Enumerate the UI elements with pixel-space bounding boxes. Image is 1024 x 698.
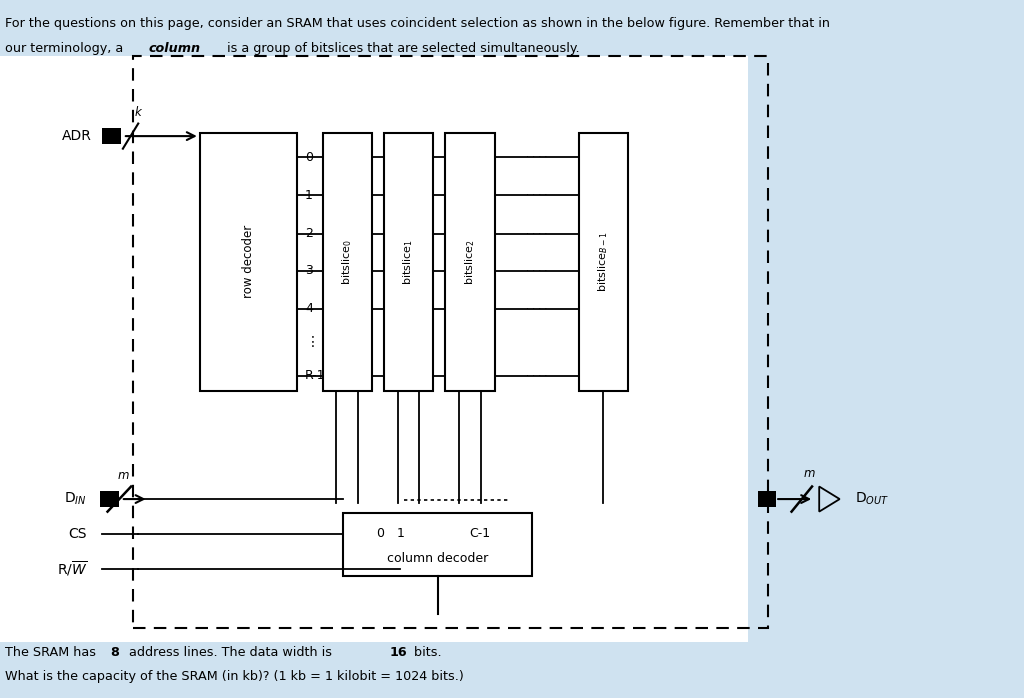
Text: · · · ·: · · · · — [526, 304, 547, 313]
Text: ADR: ADR — [62, 129, 92, 143]
Text: CS: CS — [69, 527, 87, 541]
Text: our terminology, a: our terminology, a — [5, 42, 127, 55]
Bar — [133, 56, 768, 628]
Text: column decoder: column decoder — [387, 551, 488, 565]
Text: 0   1: 0 1 — [377, 526, 406, 540]
Text: 3: 3 — [305, 265, 313, 277]
Text: bitslice$_1$: bitslice$_1$ — [401, 239, 416, 285]
Bar — [343, 513, 532, 576]
Text: 16: 16 — [389, 646, 407, 659]
Bar — [384, 133, 433, 391]
Bar — [323, 133, 372, 391]
Text: 0: 0 — [305, 151, 313, 163]
Text: · · · ·: · · · · — [526, 266, 547, 276]
Text: The SRAM has: The SRAM has — [5, 646, 100, 659]
Text: D$_{IN}$: D$_{IN}$ — [65, 491, 87, 507]
Text: k: k — [135, 105, 141, 119]
Text: R/$\overline{W}$: R/$\overline{W}$ — [56, 560, 87, 578]
Text: ⋮: ⋮ — [305, 335, 319, 349]
Text: column: column — [148, 42, 201, 55]
Text: bits.: bits. — [410, 646, 441, 659]
Text: bitslice$_0$: bitslice$_0$ — [340, 239, 354, 285]
Bar — [102, 128, 121, 144]
Bar — [100, 491, 119, 507]
Text: 1: 1 — [305, 189, 313, 202]
Text: bitslice$_{B-1}$: bitslice$_{B-1}$ — [596, 232, 610, 292]
Text: row decoder: row decoder — [242, 225, 255, 298]
Text: 2: 2 — [305, 228, 313, 240]
Text: · · · ·: · · · · — [526, 191, 547, 200]
Text: · · · ·: · · · · — [526, 371, 547, 380]
Text: What is the capacity of the SRAM (in kb)? (1 kb = 1 kilobit = 1024 bits.): What is the capacity of the SRAM (in kb)… — [5, 670, 464, 683]
Bar — [0, 56, 748, 642]
Text: address lines. The data width is: address lines. The data width is — [125, 646, 336, 659]
Text: 8: 8 — [111, 646, 120, 659]
Bar — [758, 491, 776, 507]
Text: For the questions on this page, consider an SRAM that uses coincident selection : For the questions on this page, consider… — [5, 17, 830, 31]
Text: · · · ·: · · · · — [526, 152, 547, 162]
Bar — [445, 133, 495, 391]
Bar — [579, 133, 628, 391]
Text: m: m — [117, 468, 129, 482]
Text: 4: 4 — [305, 302, 313, 315]
Text: is a group of bitslices that are selected simultaneously.: is a group of bitslices that are selecte… — [223, 42, 580, 55]
Text: bitslice$_2$: bitslice$_2$ — [463, 239, 477, 285]
Text: R-1: R-1 — [305, 369, 326, 382]
Text: D$_{OUT}$: D$_{OUT}$ — [855, 491, 889, 507]
Bar — [200, 133, 297, 391]
Text: m: m — [803, 466, 815, 480]
Text: C-1: C-1 — [469, 526, 490, 540]
Text: · · · ·: · · · · — [526, 229, 547, 239]
